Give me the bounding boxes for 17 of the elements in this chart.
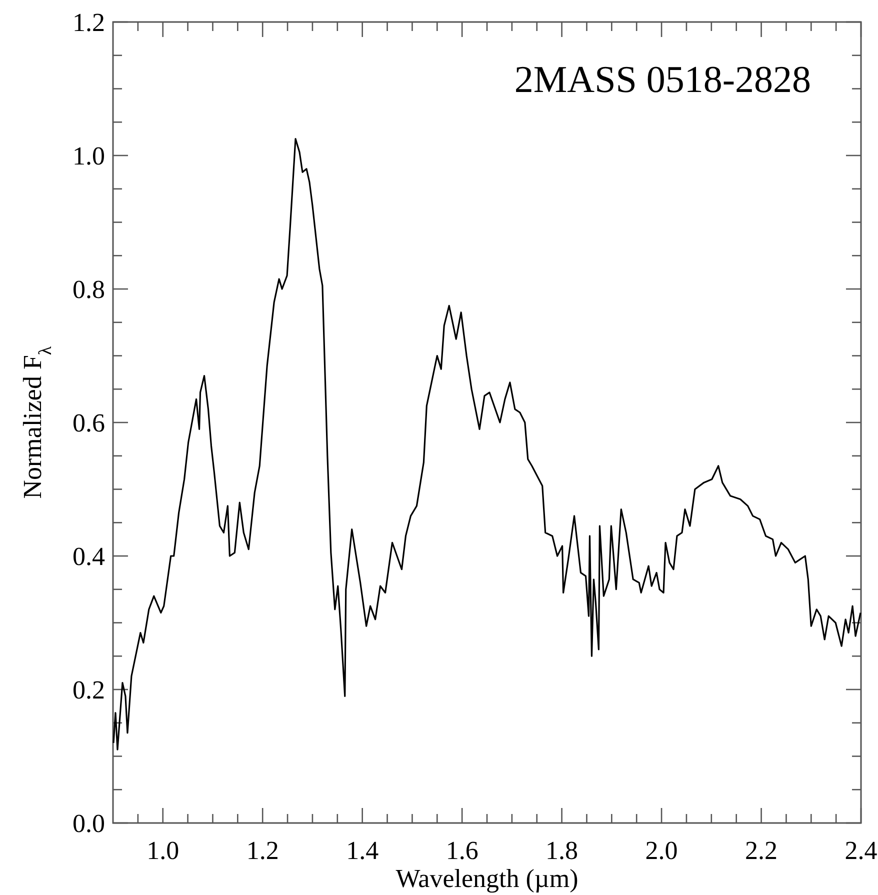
x-tick-label: 1.8 <box>546 836 578 865</box>
x-axis-title: Wavelength (µm) <box>396 864 578 893</box>
x-tick-label: 1.2 <box>246 836 279 865</box>
y-tick-label: 1.2 <box>72 8 105 37</box>
y-tick-label: 0.4 <box>72 542 105 571</box>
y-tick-label: 0.2 <box>72 676 105 704</box>
x-tick-label: 1.4 <box>346 836 379 865</box>
x-tick-label: 2.2 <box>745 836 778 865</box>
x-tick-label: 1.6 <box>446 836 478 865</box>
x-tick-label: 2.4 <box>844 836 878 865</box>
y-tick-label: 0.6 <box>72 408 105 438</box>
y-tick-label: 1.0 <box>72 142 105 170</box>
y-tick-label: 0.0 <box>72 809 105 838</box>
x-tick-label: 1.0 <box>146 836 180 865</box>
x-tick-label: 2.0 <box>645 836 678 865</box>
annotation: 2MASS 0518-2828 <box>514 59 811 101</box>
y-tick-label: 0.8 <box>72 275 105 304</box>
